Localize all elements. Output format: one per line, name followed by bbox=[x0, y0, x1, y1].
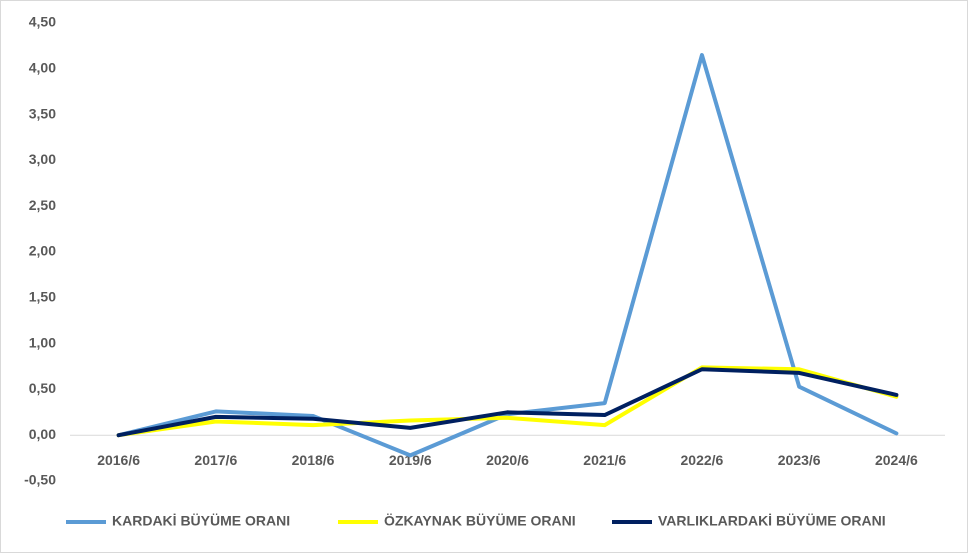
y-tick-label: 1,00 bbox=[29, 334, 56, 350]
x-tick-label: 2020/6 bbox=[486, 452, 529, 468]
y-tick-label: -0,50 bbox=[24, 472, 56, 488]
x-tick-label: 2023/6 bbox=[778, 452, 821, 468]
series-line bbox=[116, 365, 899, 438]
x-tick-label: 2019/6 bbox=[389, 452, 432, 468]
legend-label: VARLIKLARDAKİ BÜYÜME ORANI bbox=[658, 513, 886, 529]
x-tick-label: 2021/6 bbox=[583, 452, 626, 468]
x-tick-label: 2016/6 bbox=[97, 452, 140, 468]
legend-label: KARDAKİ BÜYÜME ORANI bbox=[112, 513, 290, 529]
y-tick-label: 3,50 bbox=[29, 105, 56, 121]
x-tick-label: 2017/6 bbox=[194, 452, 237, 468]
x-tick-label: 2024/6 bbox=[875, 452, 918, 468]
y-tick-label: 2,50 bbox=[29, 197, 56, 213]
y-tick-label: 3,00 bbox=[29, 151, 56, 167]
series-line bbox=[116, 367, 899, 438]
y-tick-label: 2,00 bbox=[29, 243, 56, 259]
y-tick-label: 4,00 bbox=[29, 60, 56, 76]
legend-label: ÖZKAYNAK BÜYÜME ORANI bbox=[384, 513, 576, 529]
x-tick-label: 2018/6 bbox=[292, 452, 335, 468]
y-tick-label: 1,50 bbox=[29, 289, 56, 305]
y-tick-label: 0,00 bbox=[29, 426, 56, 442]
y-tick-label: 4,50 bbox=[29, 14, 56, 30]
y-tick-label: 0,50 bbox=[29, 380, 56, 396]
x-tick-label: 2022/6 bbox=[681, 452, 724, 468]
